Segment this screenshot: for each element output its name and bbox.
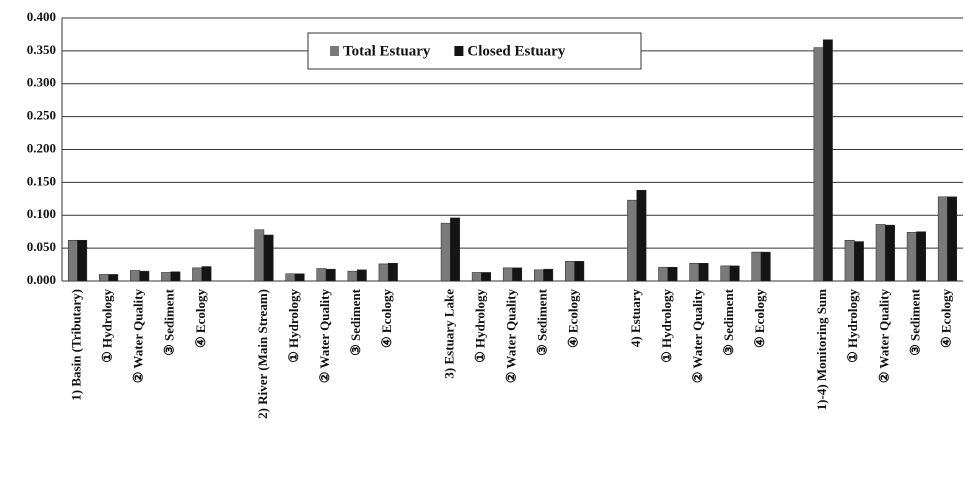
bar bbox=[294, 273, 305, 282]
bar bbox=[885, 224, 895, 282]
bar bbox=[937, 196, 948, 282]
bar bbox=[875, 224, 886, 282]
y-tick-label: 0.200 bbox=[27, 140, 56, 155]
y-tick-label: 0.300 bbox=[27, 75, 56, 90]
bar bbox=[658, 266, 669, 282]
bar bbox=[502, 267, 513, 282]
x-tick-label: ① Hydrology bbox=[100, 289, 115, 363]
bar bbox=[201, 266, 212, 282]
y-tick-label: 0.350 bbox=[27, 42, 56, 57]
x-tick-label: 2) River (Main Stream) bbox=[255, 289, 270, 419]
bar bbox=[440, 222, 451, 282]
bar bbox=[170, 271, 181, 282]
x-tick-label: ③ Sediment bbox=[348, 288, 363, 356]
x-tick-label: ④ Ecology bbox=[193, 289, 208, 348]
bar bbox=[387, 262, 398, 282]
x-tick-label: ④ Ecology bbox=[379, 289, 394, 348]
legend-label: Closed Estuary bbox=[467, 43, 565, 59]
bar bbox=[347, 270, 358, 282]
legend-box bbox=[307, 32, 642, 70]
bar bbox=[636, 190, 647, 282]
bar bbox=[822, 39, 833, 282]
bar bbox=[130, 270, 140, 282]
bar bbox=[844, 239, 855, 282]
bar bbox=[139, 270, 150, 282]
bar bbox=[471, 272, 482, 282]
bar bbox=[720, 265, 731, 282]
x-tick-label: ② Water Quality bbox=[503, 289, 518, 384]
bar bbox=[99, 274, 109, 282]
bar bbox=[813, 47, 824, 282]
bar bbox=[161, 272, 171, 282]
bar bbox=[325, 268, 336, 282]
x-tick-label: ③ Sediment bbox=[162, 288, 177, 356]
bar bbox=[565, 261, 575, 282]
x-tick-label: ④ Ecology bbox=[938, 289, 953, 348]
bar bbox=[481, 272, 492, 282]
x-tick-label: 4) Estuary bbox=[628, 289, 643, 348]
bar bbox=[854, 241, 864, 282]
bar bbox=[316, 268, 327, 282]
bar bbox=[356, 269, 367, 282]
x-tick-label: ④ Ecology bbox=[566, 289, 581, 348]
bar bbox=[108, 274, 119, 282]
x-tick-label: ② Water Quality bbox=[131, 289, 146, 384]
bar bbox=[627, 199, 638, 282]
x-tick-label: ① Hydrology bbox=[472, 289, 487, 363]
x-tick-label: ① Hydrology bbox=[659, 289, 674, 363]
bar bbox=[698, 262, 709, 282]
bar bbox=[916, 231, 926, 282]
bar bbox=[760, 251, 771, 282]
y-tick-label: 0.050 bbox=[27, 239, 56, 254]
bar bbox=[512, 267, 523, 282]
bar bbox=[192, 267, 203, 282]
y-tick-label: 0.100 bbox=[27, 206, 56, 221]
bar bbox=[533, 269, 544, 282]
bar bbox=[77, 239, 88, 282]
legend-swatch bbox=[454, 46, 464, 56]
bar bbox=[285, 273, 296, 282]
x-tick-label: ② Water Quality bbox=[317, 289, 332, 384]
legend-swatch bbox=[330, 46, 339, 56]
x-tick-label: 3) Estuary Lake bbox=[441, 289, 456, 379]
bar bbox=[689, 262, 700, 282]
x-tick-label: 1) Basin (Tributary) bbox=[69, 289, 84, 401]
x-tick-label: 1)-4) Monitoring Sum bbox=[814, 289, 829, 411]
y-tick-label: 0.150 bbox=[27, 173, 56, 188]
y-tick-label: 0.250 bbox=[27, 108, 56, 123]
y-tick-label: 0.400 bbox=[27, 9, 56, 24]
y-tick-label: 0.000 bbox=[27, 272, 56, 287]
bar bbox=[263, 234, 274, 282]
bar bbox=[906, 232, 917, 282]
bar bbox=[667, 266, 678, 282]
x-tick-label: ① Hydrology bbox=[286, 289, 301, 363]
x-tick-label: ③ Sediment bbox=[721, 288, 736, 356]
bar bbox=[947, 196, 958, 282]
bar bbox=[378, 263, 389, 282]
bar bbox=[450, 217, 460, 282]
x-tick-label: ④ Ecology bbox=[752, 289, 767, 348]
bar bbox=[751, 251, 762, 282]
bar bbox=[254, 229, 265, 282]
legend-label: Total Estuary bbox=[343, 43, 431, 59]
x-tick-label: ② Water Quality bbox=[690, 289, 705, 384]
bar bbox=[543, 268, 554, 282]
x-tick-label: ③ Sediment bbox=[535, 288, 550, 356]
x-tick-label: ② Water Quality bbox=[876, 289, 891, 384]
bar bbox=[574, 261, 585, 282]
bar bbox=[67, 239, 78, 282]
bar bbox=[729, 265, 740, 282]
x-tick-label: ③ Sediment bbox=[907, 288, 922, 356]
x-tick-label: ① Hydrology bbox=[845, 289, 860, 363]
